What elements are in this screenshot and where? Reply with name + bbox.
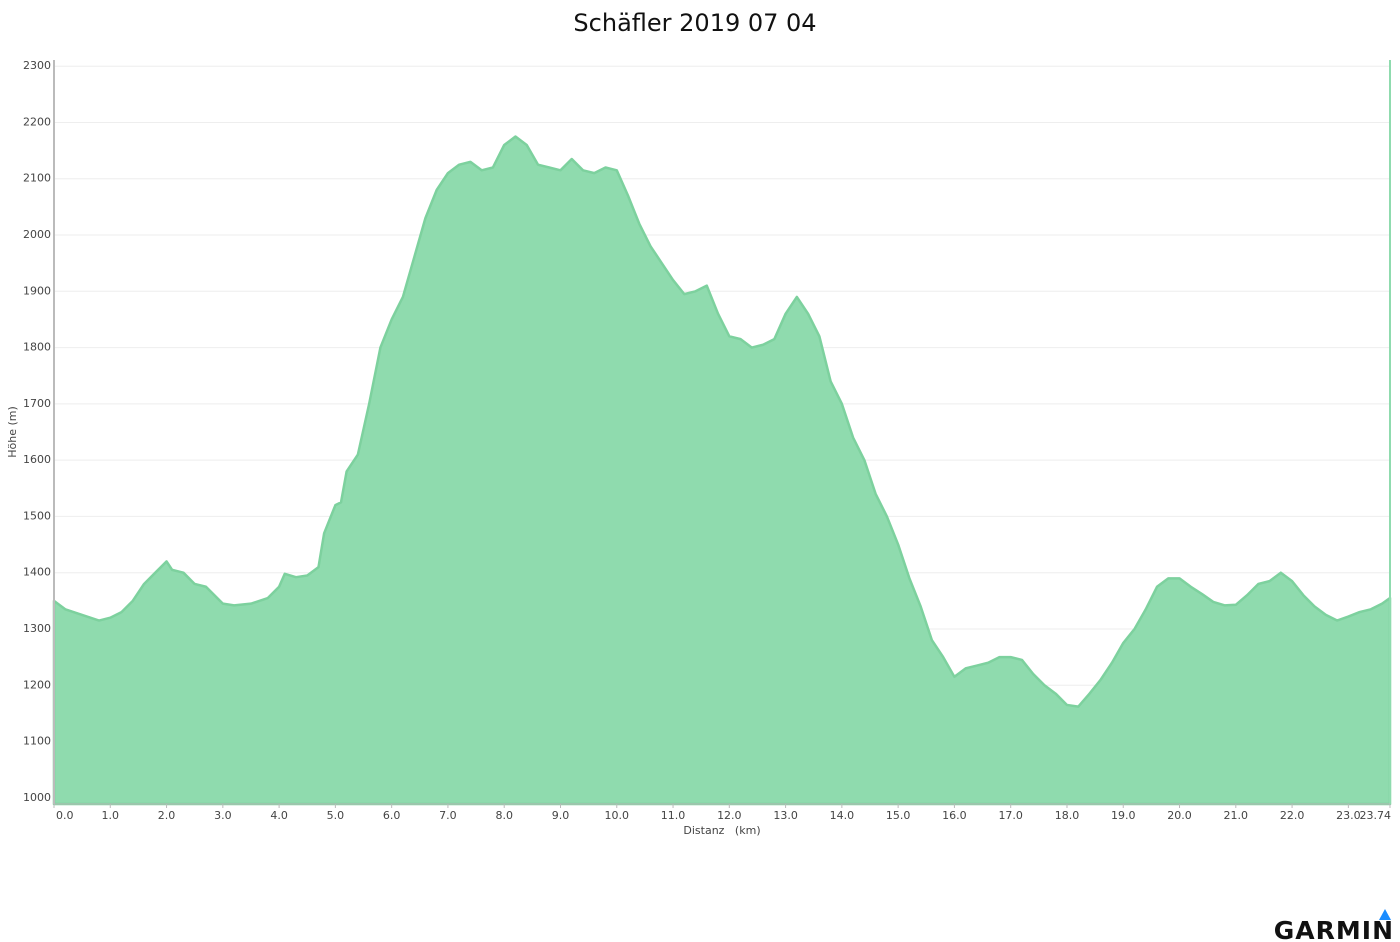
area xyxy=(52,135,1392,806)
x-tick-label: 2.0 xyxy=(158,809,176,822)
x-tick-label: 4.0 xyxy=(270,809,288,822)
x-tick-label: 0.0 xyxy=(56,809,74,822)
y-tick-label: 1900 xyxy=(23,284,51,297)
y-tick-label: 1700 xyxy=(23,397,51,410)
y-tick-label: 1000 xyxy=(23,791,51,804)
y-tick-label: 1600 xyxy=(23,453,51,466)
x-axis-title: Distanz (km) xyxy=(683,824,760,837)
logo: GARMIN xyxy=(1274,916,1394,942)
x-tick-label: 17.0 xyxy=(998,809,1023,822)
x-tick-label: 7.0 xyxy=(439,809,457,822)
x-tick-label: 10.0 xyxy=(605,809,630,822)
y-tick-label: 1100 xyxy=(23,735,51,748)
x-tick-label: 11.0 xyxy=(661,809,686,822)
x-tick-label: 15.0 xyxy=(886,809,911,822)
x-tick-label: 23.74 xyxy=(1360,809,1392,822)
y-tick-label: 1300 xyxy=(23,622,51,635)
y-tick-label: 2200 xyxy=(23,115,51,128)
x-tick-label: 20.0 xyxy=(1167,809,1192,822)
x-tick-label: 22.0 xyxy=(1280,809,1305,822)
y-axis-title: Höhe (m) xyxy=(6,406,19,458)
x-tick-label: 5.0 xyxy=(327,809,345,822)
x-tick-label: 23.0 xyxy=(1336,809,1361,822)
x-tick-label: 21.0 xyxy=(1224,809,1249,822)
x-tick-label: 14.0 xyxy=(830,809,855,822)
y-tick-label: 1800 xyxy=(23,341,51,354)
chart-title: Schäfler 2019 07 04 xyxy=(573,9,816,37)
y-tick-label: 2300 xyxy=(23,59,51,72)
y-tick-label: 1200 xyxy=(23,678,51,691)
x-tick-label: 18.0 xyxy=(1055,809,1080,822)
x-tick-label: 12.0 xyxy=(717,809,742,822)
x-tick-label: 13.0 xyxy=(773,809,798,822)
plot: 1000 1100 1200 1300 1400 1500 1600 1700 1800 1900… xyxy=(23,59,1392,822)
x-tick-label: 16.0 xyxy=(942,809,967,822)
logo-mark xyxy=(1379,909,1391,920)
x-tick-label: 6.0 xyxy=(383,809,401,822)
x-tick-label: 1.0 xyxy=(102,809,120,822)
x-tick-label: 19.0 xyxy=(1111,809,1136,822)
y-tick-label: 2100 xyxy=(23,172,51,185)
y-tick-label: 2000 xyxy=(23,228,51,241)
y-tick-label: 1500 xyxy=(23,509,51,522)
x-tick-label: 8.0 xyxy=(495,809,513,822)
x-tick-label: 9.0 xyxy=(552,809,570,822)
x-tick-label: 3.0 xyxy=(214,809,232,822)
y-tick-label: 1400 xyxy=(23,566,51,579)
